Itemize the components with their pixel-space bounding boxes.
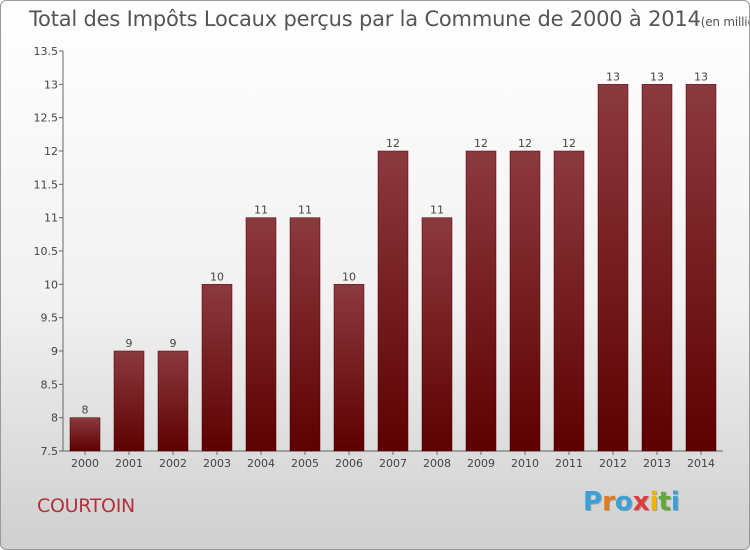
x-tick-label: 2006 <box>335 457 363 470</box>
bar-value-label: 11 <box>254 204 268 217</box>
bar <box>113 350 145 452</box>
bar-value-label: 13 <box>650 70 664 83</box>
logo-letter: x <box>632 487 650 517</box>
y-tick-label: 12.5 <box>34 112 59 125</box>
logo-letter: o <box>614 487 633 517</box>
bar-value-label: 11 <box>298 204 312 217</box>
y-tick-label: 8 <box>51 412 58 425</box>
bar-value-label: 12 <box>518 137 532 150</box>
y-tick-label: 11 <box>44 212 58 225</box>
bar-value-label: 11 <box>430 204 444 217</box>
x-tick-label: 2005 <box>291 457 319 470</box>
bar <box>421 217 453 452</box>
y-tick-label: 10.5 <box>34 245 59 258</box>
x-tick-label: 2007 <box>379 457 407 470</box>
bar <box>333 284 365 452</box>
logo-letter: t <box>658 487 671 517</box>
commune-name: COURTOIN <box>37 495 135 517</box>
logo-letter: r <box>602 487 615 517</box>
y-tick-label: 9 <box>51 345 58 358</box>
bar-value-label: 13 <box>694 70 708 83</box>
bar <box>597 84 629 452</box>
logo-letter: P <box>583 487 603 517</box>
bar <box>201 284 233 452</box>
y-tick-label: 11.5 <box>34 178 59 191</box>
bar <box>641 84 673 452</box>
x-tick-label: 2003 <box>203 457 231 470</box>
x-tick-label: 2000 <box>71 457 99 470</box>
bar-value-label: 10 <box>342 270 356 283</box>
x-tick-label: 2010 <box>511 457 539 470</box>
bar <box>465 150 497 452</box>
x-tick-label: 2002 <box>159 457 187 470</box>
x-tick-label: 2009 <box>467 457 495 470</box>
x-tick-label: 2012 <box>599 457 627 470</box>
x-tick-label: 2013 <box>643 457 671 470</box>
bar <box>69 417 101 452</box>
bar-value-label: 8 <box>82 404 89 417</box>
y-tick-label: 9.5 <box>41 312 59 325</box>
bar <box>553 150 585 452</box>
y-tick-label: 12 <box>44 145 58 158</box>
x-tick-label: 2001 <box>115 457 143 470</box>
bar <box>509 150 541 452</box>
bar <box>377 150 409 452</box>
bar <box>289 217 321 452</box>
logo-letter: i <box>649 487 659 517</box>
bar-value-label: 12 <box>386 137 400 150</box>
bar <box>685 84 717 452</box>
bar <box>157 350 189 452</box>
y-tick-label: 13 <box>44 78 58 91</box>
logo-letter: i <box>670 487 680 517</box>
chart-title: Total des Impôts Locaux perçus par la Co… <box>29 7 749 31</box>
chart-title-text: Total des Impôts Locaux perçus par la Co… <box>29 7 701 31</box>
bar-value-label: 9 <box>170 337 177 350</box>
y-tick-label: 7.5 <box>41 445 59 458</box>
bar-value-label: 9 <box>126 337 133 350</box>
bar-value-label: 10 <box>210 270 224 283</box>
bar-value-label: 13 <box>606 70 620 83</box>
y-tick-label: 8.5 <box>41 378 59 391</box>
y-tick-label: 10 <box>44 278 58 291</box>
x-tick-label: 2014 <box>687 457 715 470</box>
y-tick-label: 13.5 <box>34 45 59 58</box>
x-tick-label: 2008 <box>423 457 451 470</box>
bar <box>245 217 277 452</box>
bar-value-label: 12 <box>474 137 488 150</box>
proxiti-logo: Proxiti <box>583 487 680 517</box>
bar-value-label: 12 <box>562 137 576 150</box>
x-tick-label: 2011 <box>555 457 583 470</box>
x-tick-label: 2004 <box>247 457 275 470</box>
chart-title-unit: (en milliers d'€) <box>700 15 749 29</box>
